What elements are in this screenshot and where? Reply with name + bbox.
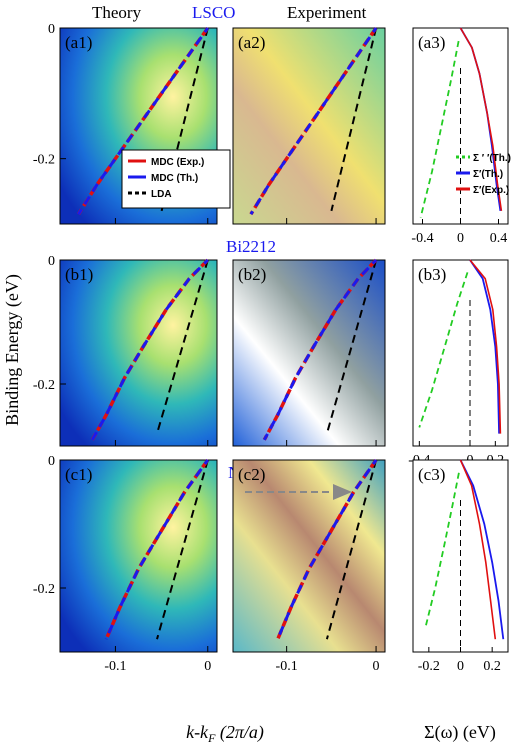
x-axis-label: k-kF (2π/a)	[186, 722, 264, 745]
panel-label: (b1)	[65, 265, 93, 284]
k-tick-label: -0.1	[276, 659, 298, 674]
legend-label: Σ′(Exp.)	[473, 185, 509, 196]
sigma-panel	[412, 259, 509, 447]
sigma-tick-label: 0	[457, 659, 464, 674]
e-tick-label: 0	[48, 254, 55, 269]
sigma-real-th-line	[459, 459, 505, 640]
mdc-th-line	[276, 459, 378, 640]
sigma-real-th-line	[469, 259, 500, 434]
mdc-th-line	[262, 258, 378, 441]
panel-label: (c2)	[238, 465, 265, 484]
legend-label: Σ′(Th.)	[473, 169, 503, 180]
legend-label: MDC (Th.)	[151, 173, 198, 184]
y-axis-label: Binding Energy (eV)	[2, 274, 23, 426]
material-title: Bi2212	[226, 237, 276, 256]
panel-label: (b2)	[238, 265, 266, 284]
mdc-th-line	[77, 27, 210, 215]
mdc-th-line	[104, 459, 210, 640]
header-theory: Theory	[92, 3, 142, 22]
experiment-panel	[232, 459, 386, 653]
sigma-tick-label: 0.4	[490, 231, 508, 246]
sigma-real-exp-line	[469, 259, 502, 434]
k-tick-label: 0	[204, 659, 211, 674]
mdc-th-line	[249, 27, 378, 215]
sigma-real-exp-line	[459, 27, 503, 212]
legend-label: MDC (Exp.)	[151, 157, 204, 168]
experiment-panel	[232, 259, 386, 447]
panel-label: (a3)	[418, 33, 445, 52]
panel-label: (c3)	[418, 465, 445, 484]
lda-line	[325, 259, 378, 434]
mdc-th-line	[90, 258, 209, 441]
panel-label: (b3)	[418, 265, 446, 284]
e-tick-label: -0.2	[33, 582, 55, 597]
panel-label: (a2)	[238, 33, 265, 52]
legend-label: Σ ′ ′(Th.)	[473, 153, 511, 164]
panel-label: (c1)	[65, 465, 92, 484]
legend-main: MDC (Exp.) MDC (Th.) LDA	[121, 149, 231, 209]
lda-line	[325, 459, 378, 640]
e-tick-label: -0.2	[33, 153, 55, 168]
k-tick-label: 0	[373, 659, 380, 674]
sigma-imag-th-line	[418, 272, 469, 428]
sigma-real-exp-line	[459, 459, 497, 640]
panel-label: (a1)	[65, 33, 92, 52]
lda-line	[156, 459, 209, 640]
sigma-axis-label: Σ(ω) (eV)	[424, 722, 496, 743]
e-tick-label: 0	[48, 454, 55, 469]
lda-line	[156, 259, 209, 434]
lda-line	[330, 27, 378, 212]
sigma-tick-label: -0.2	[418, 659, 440, 674]
legend-sigma: Σ ′ ′(Th.) Σ′(Th.) Σ′(Exp.)	[456, 153, 511, 196]
sigma-tick-label: 0	[457, 231, 464, 246]
material-title: LSCO	[192, 3, 235, 22]
e-tick-label: -0.2	[33, 378, 55, 393]
e-tick-label: 0	[48, 22, 55, 37]
sigma-tick-label: -0.4	[411, 231, 433, 246]
legend-label: LDA	[151, 189, 172, 200]
header-experiment: Experiment	[287, 3, 367, 22]
theory-panel	[59, 459, 218, 653]
sigma-tick-label: 0.2	[483, 659, 501, 674]
sigma-imag-th-line	[424, 472, 460, 627]
k-tick-label: -0.1	[104, 659, 126, 674]
arrow-head	[333, 484, 352, 500]
